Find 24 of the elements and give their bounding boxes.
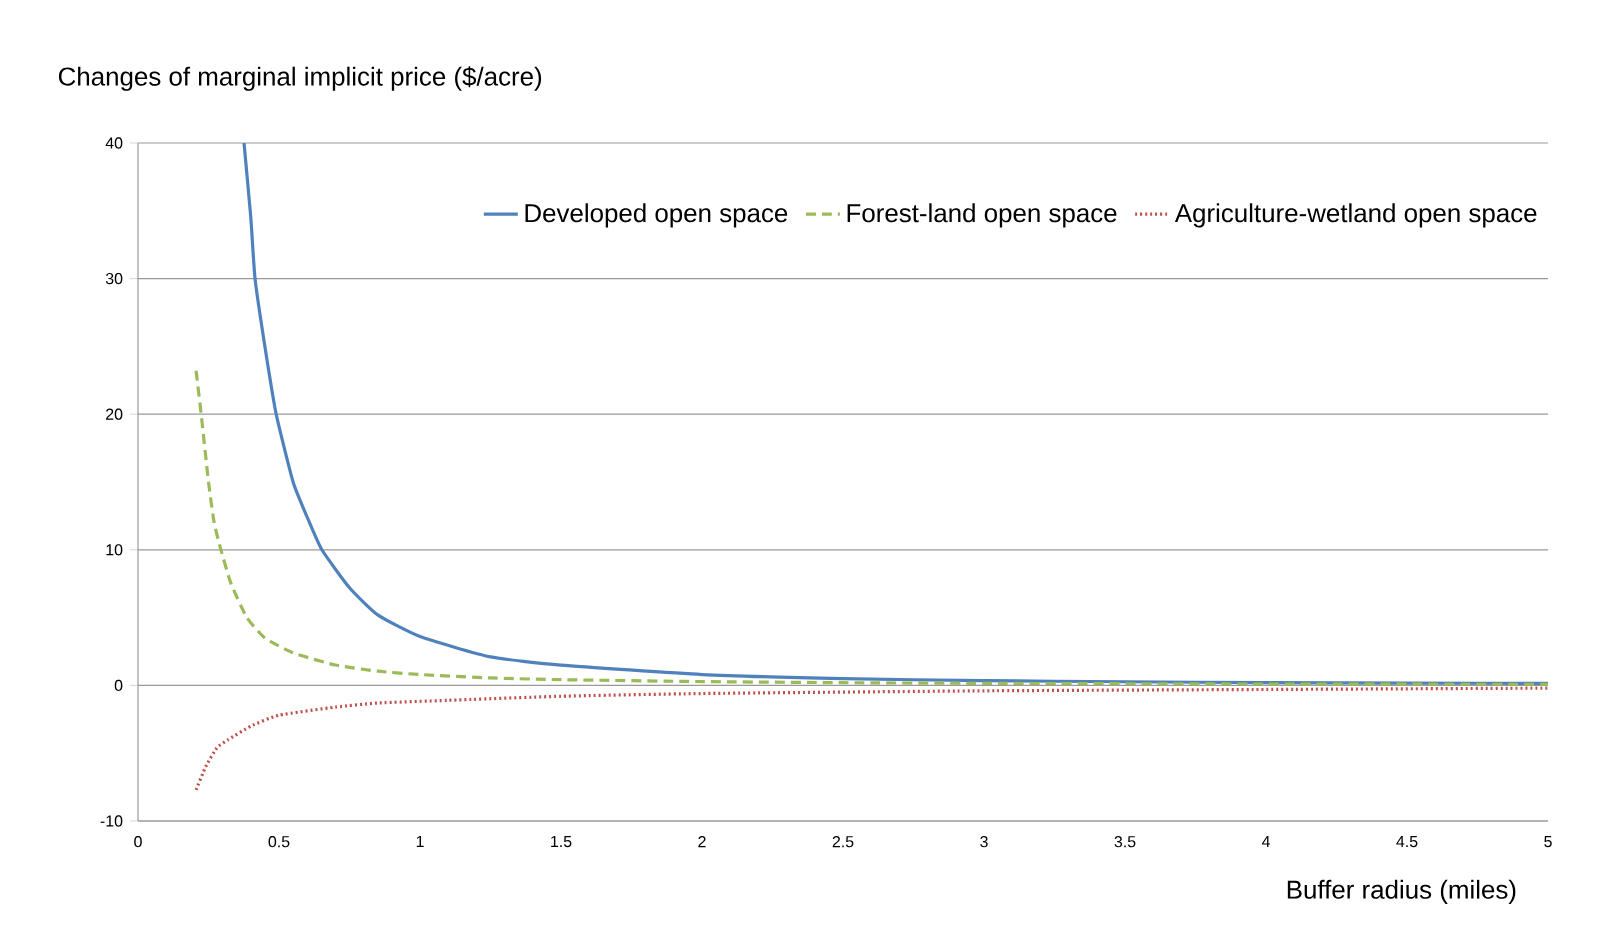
x-tick-label: 4 — [1261, 836, 1270, 847]
x-tick-label: 0.5 — [268, 836, 290, 848]
y-tick-label: 40 — [105, 137, 123, 149]
line-series — [194, 369, 1549, 686]
x-tick-label: 1.5 — [551, 836, 572, 848]
x-axis-title: Buffer radius (miles) — [1287, 879, 1516, 904]
y-tick-label: 30 — [105, 272, 123, 285]
y-tick-label: 20 — [106, 408, 123, 420]
x-tick-label: 1 — [416, 836, 424, 847]
y-tick-label: -10 — [100, 815, 123, 827]
line-series — [194, 686, 1549, 792]
y-axis-title: Changes of marginal implicit price ($/acre) — [58, 66, 542, 91]
y-tick-label: 0 — [114, 679, 123, 692]
x-tick-label: 3 — [980, 836, 988, 848]
x-tick-label: 0 — [134, 836, 142, 848]
legend-label: Developed open space — [525, 203, 788, 228]
x-tick-label: 5 — [1544, 836, 1552, 848]
x-tick-label: 2 — [698, 836, 706, 848]
x-tick-label: 4.5 — [1396, 836, 1418, 848]
x-tick-label: 2.5 — [832, 836, 854, 848]
legend-label: Forest-land open space — [847, 203, 1117, 228]
y-tick-label: 10 — [106, 544, 123, 556]
legend-label: Agriculture-wetland open space — [1174, 203, 1537, 228]
x-tick-label: 3.5 — [1114, 836, 1136, 848]
